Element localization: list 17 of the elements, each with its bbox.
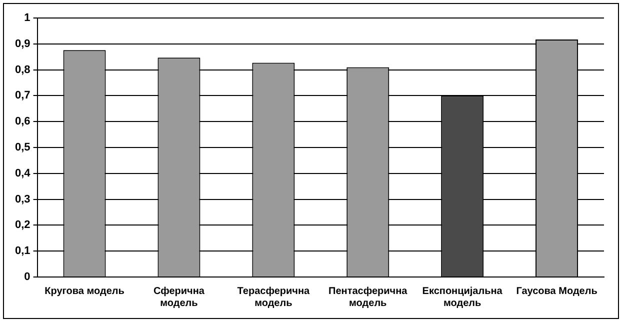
y-tick-label: 0,1 bbox=[14, 245, 30, 258]
y-tick-label: 0,9 bbox=[14, 38, 30, 50]
y-tick-label: 0 bbox=[24, 271, 30, 284]
y-tick-label: 0,8 bbox=[14, 64, 30, 76]
x-tick-label: Пентасферична модель bbox=[328, 286, 408, 309]
y-tick-label: 1 bbox=[24, 12, 30, 24]
y-tick-label: 0,2 bbox=[14, 219, 30, 232]
y-tick-label: 0,6 bbox=[14, 116, 30, 128]
x-tick-label: Сферична модель bbox=[154, 286, 205, 309]
y-tick-label: 0,7 bbox=[14, 90, 30, 102]
x-tick-label: Кругова модель bbox=[44, 286, 124, 297]
y-tick-label: 0,3 bbox=[14, 193, 30, 206]
y-tick-label: 0,5 bbox=[14, 142, 30, 154]
x-tick-label: Терасферична модель bbox=[237, 286, 310, 309]
x-tick-label: Експонцијальна модель bbox=[422, 286, 503, 309]
y-tick-label: 0,4 bbox=[14, 167, 32, 180]
x-tick-label: Гаусова Модель bbox=[516, 286, 598, 297]
